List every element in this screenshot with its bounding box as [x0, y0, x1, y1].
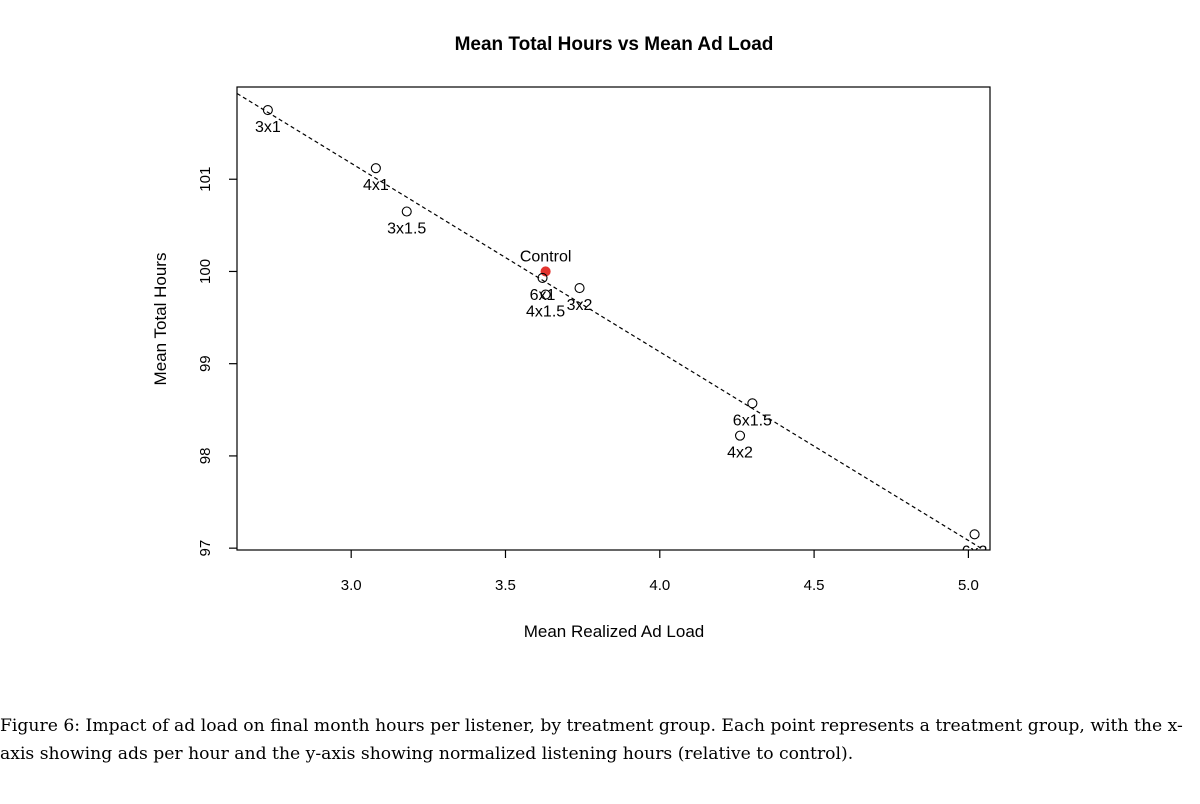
scatter-chart: Mean Total Hours vs Mean Ad Load 3.0 3.5 4…: [151, 34, 991, 641]
point-label: Control: [520, 248, 572, 265]
plot-area: 3.0 3.5 4.0 4.5 5.0 97 98 99 100 101 3x1 4x1 3x1.5 Co…: [197, 86, 991, 594]
point-label: 3x2: [567, 297, 593, 314]
data-point: [734, 430, 746, 441]
data-point: [262, 105, 273, 116]
y-axis-label: Mean Total Hours: [151, 253, 170, 386]
x-axis-label: Mean Realized Ad Load: [524, 622, 705, 641]
data-point: [574, 283, 585, 294]
point-label: 6x1.5: [733, 412, 772, 429]
x-tick-label: 4.5: [804, 577, 825, 594]
chart-title: Mean Total Hours vs Mean Ad Load: [455, 34, 774, 55]
x-tick-label: 3.0: [341, 577, 362, 594]
y-tick-label: 99: [197, 355, 214, 372]
fit-line: [237, 92, 986, 550]
data-point: [969, 529, 980, 540]
point-label: 4x1.5: [526, 304, 565, 321]
data-point: [537, 272, 548, 283]
point-label: 4x2: [727, 445, 753, 462]
data-point: [747, 398, 758, 409]
x-tick-label: 3.5: [495, 577, 516, 594]
point-label: 6x2: [962, 543, 988, 560]
y-tick-label: 101: [197, 167, 214, 192]
point-label: 6x1: [530, 287, 556, 304]
y-tick-label: 98: [197, 448, 214, 465]
y-tick-label: 97: [197, 540, 214, 557]
point-label: 3x1.5: [387, 221, 426, 238]
data-point: [540, 289, 551, 300]
plot-frame: [236, 86, 991, 551]
x-tick-label: 5.0: [958, 577, 979, 594]
figure-caption: Figure 6: Impact of ad load on final mon…: [0, 716, 1183, 764]
data-point: [401, 206, 412, 217]
data-point: [370, 163, 381, 174]
point-label: 4x1: [363, 177, 389, 194]
x-tick-label: 4.0: [649, 577, 670, 594]
y-tick-label: 100: [197, 259, 214, 284]
point-label: 3x1: [255, 119, 281, 136]
